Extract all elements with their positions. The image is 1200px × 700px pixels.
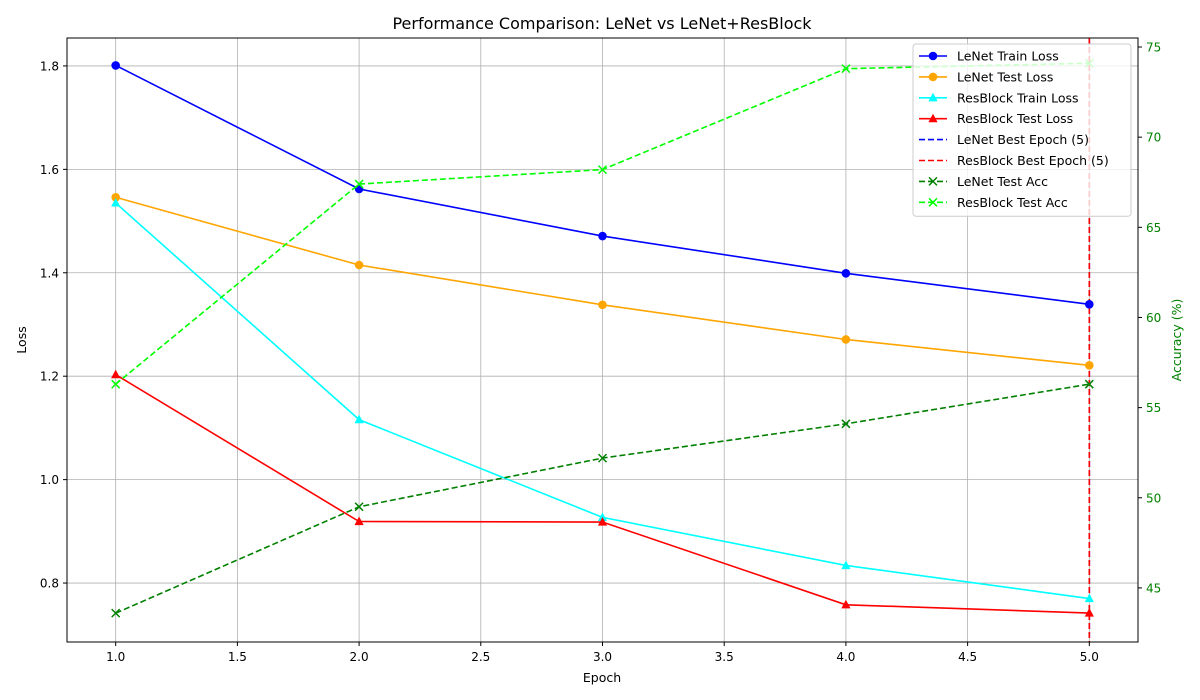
x-axis: 1.0 1.5 2.0 2.5 3.0 3.5 4.0 4.5 5.0 <box>106 642 1099 664</box>
y2-tick-label: 45 <box>1146 581 1161 595</box>
y2-tick-label: 75 <box>1146 41 1161 55</box>
x-tick-label: 4.0 <box>836 650 855 664</box>
legend-label: ResBlock Test Loss <box>957 111 1073 126</box>
data-point <box>111 197 121 207</box>
data-point <box>1084 608 1094 617</box>
legend-entry: LeNet Best Epoch (5) <box>919 132 1089 147</box>
legend-entry: LeNet Test Acc <box>919 174 1048 189</box>
legend-entry: ResBlock Train Loss <box>919 90 1079 105</box>
legend-entry: ResBlock Test Loss <box>919 111 1073 126</box>
x-axis-label: Epoch <box>583 670 621 685</box>
series-lenet-test-loss <box>111 192 1094 370</box>
legend-entry: ResBlock Test Acc <box>919 195 1068 210</box>
y-axis-label: Loss <box>14 326 29 353</box>
data-point <box>841 419 851 429</box>
series-layer <box>111 58 1094 618</box>
data-point <box>841 560 851 570</box>
data-point <box>111 192 120 202</box>
data-point <box>111 369 121 379</box>
x-tick-label: 2.0 <box>350 650 369 664</box>
legend-marker <box>928 197 938 207</box>
y-tick-label: 1.2 <box>40 370 59 384</box>
data-point <box>354 502 364 512</box>
data-point <box>597 517 608 526</box>
legend: LeNet Train Loss LeNet Test Loss ResBlock … <box>912 43 1132 217</box>
legend-entry: LeNet Train Loss <box>919 49 1059 64</box>
data-point <box>1085 300 1094 309</box>
legend-label: LeNet Best Epoch (5) <box>957 132 1089 147</box>
y2-axis-label: Accuracy (%) <box>1169 299 1184 382</box>
x-tick-label: 1.0 <box>106 650 125 664</box>
data-point <box>598 231 607 241</box>
x-tick-label: 2.5 <box>471 650 490 664</box>
y2-tick-label: 65 <box>1146 221 1161 235</box>
legend-entry: LeNet Test Loss <box>919 69 1053 84</box>
data-point <box>841 268 851 278</box>
legend-marker <box>928 113 938 123</box>
legend-label: ResBlock Best Epoch (5) <box>957 153 1109 168</box>
legend-marker <box>928 51 938 61</box>
data-point <box>598 300 607 310</box>
data-point <box>597 453 608 463</box>
legend-marker <box>928 92 938 102</box>
data-point <box>111 379 121 389</box>
legend-label: LeNet Test Loss <box>957 69 1053 84</box>
data-point <box>111 61 120 70</box>
series-resblock-test-loss <box>111 369 1094 617</box>
y2-tick-label: 70 <box>1146 131 1161 145</box>
data-point <box>1085 361 1094 370</box>
legend-box <box>912 43 1132 217</box>
legend-marker <box>928 72 938 82</box>
legend-label: ResBlock Train Loss <box>957 90 1079 105</box>
data-point <box>354 414 364 424</box>
x-tick-label: 3.5 <box>715 650 734 664</box>
legend-label: ResBlock Test Acc <box>957 195 1068 210</box>
y2-tick-label: 50 <box>1146 491 1161 505</box>
y-tick-label: 0.8 <box>40 577 59 591</box>
series-lenet-test-acc <box>111 379 1094 618</box>
data-point <box>1084 379 1094 389</box>
x-tick-label: 3.0 <box>593 650 612 664</box>
data-point <box>111 608 121 618</box>
x-tick-label: 1.5 <box>228 650 247 664</box>
y-axis-right: 45 50 55 60 65 70 75 <box>1138 41 1161 595</box>
y2-tick-label: 60 <box>1146 311 1161 325</box>
data-point <box>354 179 364 189</box>
legend-marker <box>928 176 938 186</box>
y-tick-label: 1.8 <box>40 59 59 73</box>
x-tick-label: 5.0 <box>1080 650 1099 664</box>
legend-label: LeNet Test Acc <box>957 174 1048 189</box>
data-point <box>354 516 364 526</box>
data-point <box>354 260 364 270</box>
y-tick-label: 1.0 <box>40 473 59 487</box>
data-point <box>597 165 608 175</box>
x-tick-label: 4.5 <box>958 650 977 664</box>
chart-title: Performance Comparison: LeNet vs LeNet+R… <box>392 14 812 33</box>
legend-label: LeNet Train Loss <box>957 49 1059 64</box>
y2-tick-label: 55 <box>1146 401 1161 415</box>
y-tick-label: 1.4 <box>40 266 59 280</box>
y-axis-left: 0.8 1.0 1.2 1.4 1.6 1.8 <box>40 59 67 591</box>
data-point <box>1084 593 1094 603</box>
legend-entry: ResBlock Best Epoch (5) <box>919 153 1109 168</box>
data-point <box>841 64 851 74</box>
y-tick-label: 1.6 <box>40 163 59 177</box>
data-point <box>597 512 608 521</box>
data-point <box>841 335 851 344</box>
data-point <box>841 599 851 609</box>
